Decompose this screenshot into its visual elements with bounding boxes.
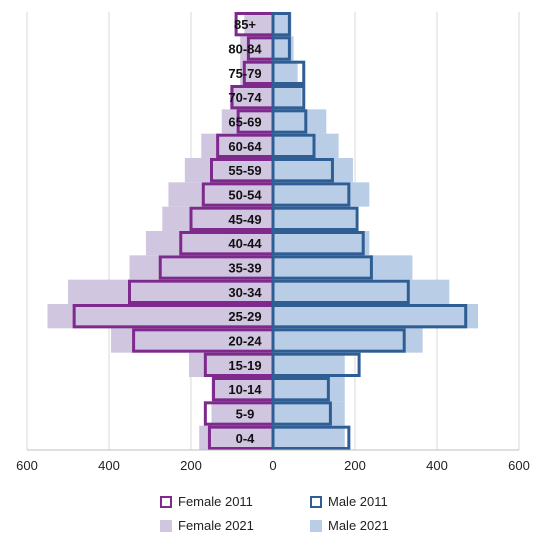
bar-female-2021-80-84 bbox=[240, 36, 273, 61]
category-label: 60-64 bbox=[228, 139, 262, 154]
category-label: 85+ bbox=[234, 17, 256, 32]
x-tick-label: 600 bbox=[16, 458, 38, 473]
bar-female-2021-5-9 bbox=[211, 401, 273, 426]
category-label: 55-59 bbox=[228, 163, 261, 178]
legend-item-male-2021: Male 2021 bbox=[310, 518, 389, 533]
legend-swatch-female-2021 bbox=[160, 519, 172, 532]
category-label: 10-14 bbox=[228, 382, 262, 397]
bar-female-2021-70-74 bbox=[229, 85, 273, 110]
legend-swatch-male-2011 bbox=[310, 495, 322, 508]
x-tick-label: 600 bbox=[508, 458, 530, 473]
bar-male-2011-40-44 bbox=[271, 231, 365, 256]
bar-male-2021-50-54 bbox=[273, 182, 370, 207]
bar-male-2021-45-49 bbox=[273, 206, 355, 231]
bar-male-2021-10-14 bbox=[273, 377, 345, 402]
legend-item-female-2011: Female 2011 bbox=[160, 494, 253, 509]
legend-item-male-2011: Male 2011 bbox=[310, 494, 388, 509]
bar-female-2021-35-39 bbox=[129, 255, 273, 280]
x-tick-label: 400 bbox=[98, 458, 120, 473]
bar-female-2021-55-59 bbox=[184, 158, 273, 183]
bar-male-2011-15-19 bbox=[271, 352, 361, 377]
legend-label-male-2011: Male 2011 bbox=[328, 494, 388, 509]
bar-female-2021-45-49 bbox=[162, 206, 273, 231]
bar-male-2011-35-39 bbox=[271, 255, 373, 280]
bar-male-2011-60-64 bbox=[271, 133, 316, 159]
category-label: 65-69 bbox=[228, 115, 261, 130]
category-label: 30-34 bbox=[228, 285, 262, 300]
bar-male-2011-55-59 bbox=[271, 158, 334, 183]
legend-swatch-male-2021 bbox=[310, 519, 322, 532]
x-tick-label: 200 bbox=[344, 458, 366, 473]
bar-male-2011-65-69 bbox=[271, 109, 308, 134]
category-label: 40-44 bbox=[228, 236, 262, 251]
category-label: 75-79 bbox=[228, 66, 261, 81]
category-label: 25-29 bbox=[228, 309, 261, 324]
bar-female-2021-40-44 bbox=[145, 231, 273, 256]
bar-male-2021-35-39 bbox=[273, 255, 413, 280]
bar-female-2021-20-24 bbox=[111, 328, 273, 353]
bar-male-2021-30-34 bbox=[273, 279, 450, 304]
x-tick-label: 200 bbox=[180, 458, 202, 473]
category-label: 50-54 bbox=[228, 188, 262, 203]
bar-male-2021-20-24 bbox=[273, 328, 423, 353]
legend-label-female-2011: Female 2011 bbox=[178, 494, 253, 509]
bar-female-2021-10-14 bbox=[211, 377, 273, 402]
bar-male-2021-5-9 bbox=[273, 401, 345, 426]
bar-male-2021-65-69 bbox=[273, 109, 327, 134]
bar-male-2011-70-74 bbox=[271, 85, 306, 110]
bar-female-2021-60-64 bbox=[201, 133, 273, 158]
category-label: 20-24 bbox=[228, 334, 262, 349]
chart-legend: Female 2011 Male 2011 Female 2021 Male 2… bbox=[0, 490, 550, 540]
category-label: 15-19 bbox=[228, 358, 261, 373]
bar-female-2021-25-29 bbox=[47, 304, 273, 329]
bar-male-2021-60-64 bbox=[273, 133, 339, 158]
category-label: 45-49 bbox=[228, 212, 261, 227]
bar-male-2021-75-79 bbox=[273, 60, 298, 85]
bar-female-2021-50-54 bbox=[168, 182, 273, 207]
bar-male-2021-70-74 bbox=[273, 85, 302, 110]
bar-male-2011-85plus bbox=[271, 12, 291, 37]
bar-male-2021-40-44 bbox=[273, 231, 370, 256]
bar-female-2021-30-34 bbox=[68, 279, 273, 304]
category-label: 0-4 bbox=[236, 431, 256, 446]
category-label: 70-74 bbox=[228, 90, 262, 105]
bar-female-2021-15-19 bbox=[188, 352, 273, 377]
chart-plot-area: 0-4 5-9 10-14 15-19 20-24 25-29 30-34 35-39 40-4… bbox=[16, 12, 530, 473]
bar-male-2011-0-4 bbox=[271, 425, 351, 450]
legend-label-female-2021: Female 2021 bbox=[178, 518, 254, 533]
bar-male-2021-55-59 bbox=[273, 158, 353, 183]
bar-male-2021-85plus bbox=[273, 12, 292, 37]
category-label: 80-84 bbox=[228, 42, 262, 57]
bar-male-2021-0-4 bbox=[273, 425, 345, 450]
bar-male-2011-50-54 bbox=[271, 182, 351, 207]
bar-male-2021-15-19 bbox=[273, 352, 345, 377]
legend-label-male-2021: Male 2021 bbox=[328, 518, 389, 533]
category-label: 35-39 bbox=[228, 261, 261, 276]
bar-male-2021-25-29 bbox=[273, 304, 478, 329]
bar-male-2011-5-9 bbox=[271, 401, 332, 426]
bar-female-2021-65-69 bbox=[221, 109, 273, 134]
bar-male-2011-10-14 bbox=[271, 377, 330, 402]
bar-male-2011-75-79 bbox=[271, 60, 306, 86]
x-tick-label: 400 bbox=[426, 458, 448, 473]
legend-swatch-female-2011 bbox=[160, 495, 172, 508]
bar-male-2011-45-49 bbox=[271, 206, 359, 232]
bar-female-2021-0-4 bbox=[199, 425, 273, 450]
legend-item-female-2021: Female 2021 bbox=[160, 518, 254, 533]
x-tick-label: 0 bbox=[269, 458, 276, 473]
bar-male-2011-25-29 bbox=[271, 304, 468, 329]
category-label: 5-9 bbox=[236, 407, 255, 422]
bar-male-2011-30-34 bbox=[271, 279, 410, 304]
bar-male-2011-20-24 bbox=[271, 328, 406, 353]
bar-female-2021-85plus bbox=[244, 12, 273, 37]
bar-male-2011-80-84 bbox=[271, 36, 291, 61]
